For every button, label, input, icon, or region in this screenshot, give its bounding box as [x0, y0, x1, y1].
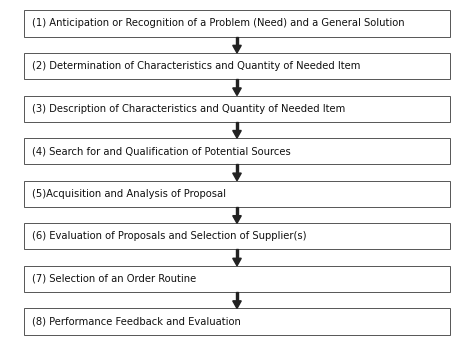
Polygon shape	[233, 301, 241, 308]
FancyBboxPatch shape	[24, 223, 450, 249]
FancyBboxPatch shape	[24, 138, 450, 164]
Bar	[236, 79, 238, 88]
Polygon shape	[233, 130, 241, 138]
Polygon shape	[233, 173, 241, 181]
FancyBboxPatch shape	[24, 266, 450, 292]
Text: (8) Performance Feedback and Evaluation: (8) Performance Feedback and Evaluation	[32, 317, 241, 326]
Bar	[236, 37, 238, 45]
Text: (3) Description of Characteristics and Quantity of Needed Item: (3) Description of Characteristics and Q…	[32, 104, 346, 114]
Polygon shape	[233, 216, 241, 223]
Bar	[236, 249, 238, 258]
Bar	[236, 164, 238, 173]
FancyBboxPatch shape	[24, 96, 450, 122]
FancyBboxPatch shape	[24, 181, 450, 207]
Text: (2) Determination of Characteristics and Quantity of Needed Item: (2) Determination of Characteristics and…	[32, 61, 361, 71]
Bar	[236, 292, 238, 301]
Polygon shape	[233, 45, 241, 53]
FancyBboxPatch shape	[24, 10, 450, 37]
Bar	[236, 207, 238, 216]
Polygon shape	[233, 258, 241, 266]
Polygon shape	[233, 88, 241, 96]
FancyBboxPatch shape	[24, 308, 450, 335]
Text: (4) Search for and Qualification of Potential Sources: (4) Search for and Qualification of Pote…	[32, 146, 291, 156]
Text: (1) Anticipation or Recognition of a Problem (Need) and a General Solution: (1) Anticipation or Recognition of a Pro…	[32, 19, 405, 28]
FancyBboxPatch shape	[24, 53, 450, 79]
Text: (7) Selection of an Order Routine: (7) Selection of an Order Routine	[32, 274, 197, 284]
Bar	[236, 122, 238, 130]
Text: (5)Acquisition and Analysis of Proposal: (5)Acquisition and Analysis of Proposal	[32, 189, 226, 199]
Text: (6) Evaluation of Proposals and Selection of Supplier(s): (6) Evaluation of Proposals and Selectio…	[32, 231, 307, 241]
